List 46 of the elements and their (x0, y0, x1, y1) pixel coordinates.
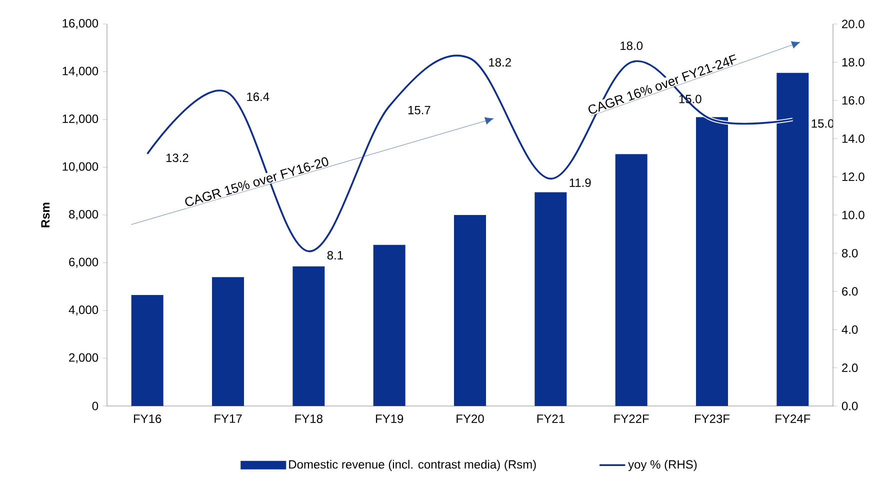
y-tick-label: 12,000 (62, 114, 98, 124)
data-label: 8.1 (327, 251, 343, 260)
x-tick-label: FY22F (614, 414, 649, 423)
y-tick-label: 6,000 (69, 258, 98, 268)
y2-tick-label: 2.0 (842, 364, 858, 372)
y-tick-label: 8,000 (69, 210, 98, 220)
y2-tick-label: 4.0 (842, 325, 858, 334)
x-tick-label: FY17 (214, 414, 242, 423)
bar (131, 294, 164, 406)
y-tick-label: 0 (92, 402, 98, 410)
legend-label: Domestic revenue (incl. contrast media) (Rsm) (289, 460, 536, 472)
y2-tick-label: 6.0 (842, 287, 858, 296)
data-label: 15.7 (408, 106, 430, 114)
y2-tick-label: 20.0 (842, 20, 864, 28)
data-label: 18.2 (489, 58, 511, 67)
y2-tick-label: 14.0 (842, 134, 864, 143)
bar (292, 266, 325, 406)
y-tick-label: 10,000 (62, 162, 98, 172)
y-tick-label: 16,000 (62, 19, 98, 29)
y-tick-label: 4,000 (68, 306, 98, 316)
x-tick-label: FY16 (134, 414, 162, 423)
x-tick-label: FY21 (537, 414, 564, 423)
bar (454, 214, 486, 406)
data-label: 15.0 (812, 119, 834, 128)
y2-tick-label: 0.0 (842, 402, 858, 410)
bar (615, 154, 648, 406)
y2-tick-label: 8.0 (842, 248, 858, 258)
y2-tick-label: 18.0 (842, 58, 864, 66)
x-tick-label: FY18 (295, 414, 322, 423)
data-label: 11.9 (570, 178, 591, 187)
y2-tick-label: 10.0 (842, 210, 864, 220)
x-tick-label: FY19 (376, 414, 404, 423)
legend-label: yoy % (RHS) (628, 460, 697, 472)
y-axis-title: Rsm (41, 202, 50, 228)
data-label: 18.0 (620, 42, 643, 50)
data-label: 16.4 (247, 92, 270, 101)
x-tick-label: FY24F (776, 414, 810, 423)
y-tick-label: 2,000 (69, 353, 98, 364)
x-tick-label: FY23F (694, 414, 730, 423)
bar (534, 192, 567, 406)
y2-tick-label: 16.0 (842, 96, 864, 105)
bar (212, 277, 244, 406)
y2-tick-label: 12.0 (842, 172, 864, 182)
x-tick-label: FY20 (456, 414, 484, 423)
y-tick-label: 14,000 (62, 66, 98, 77)
bar (373, 244, 406, 406)
